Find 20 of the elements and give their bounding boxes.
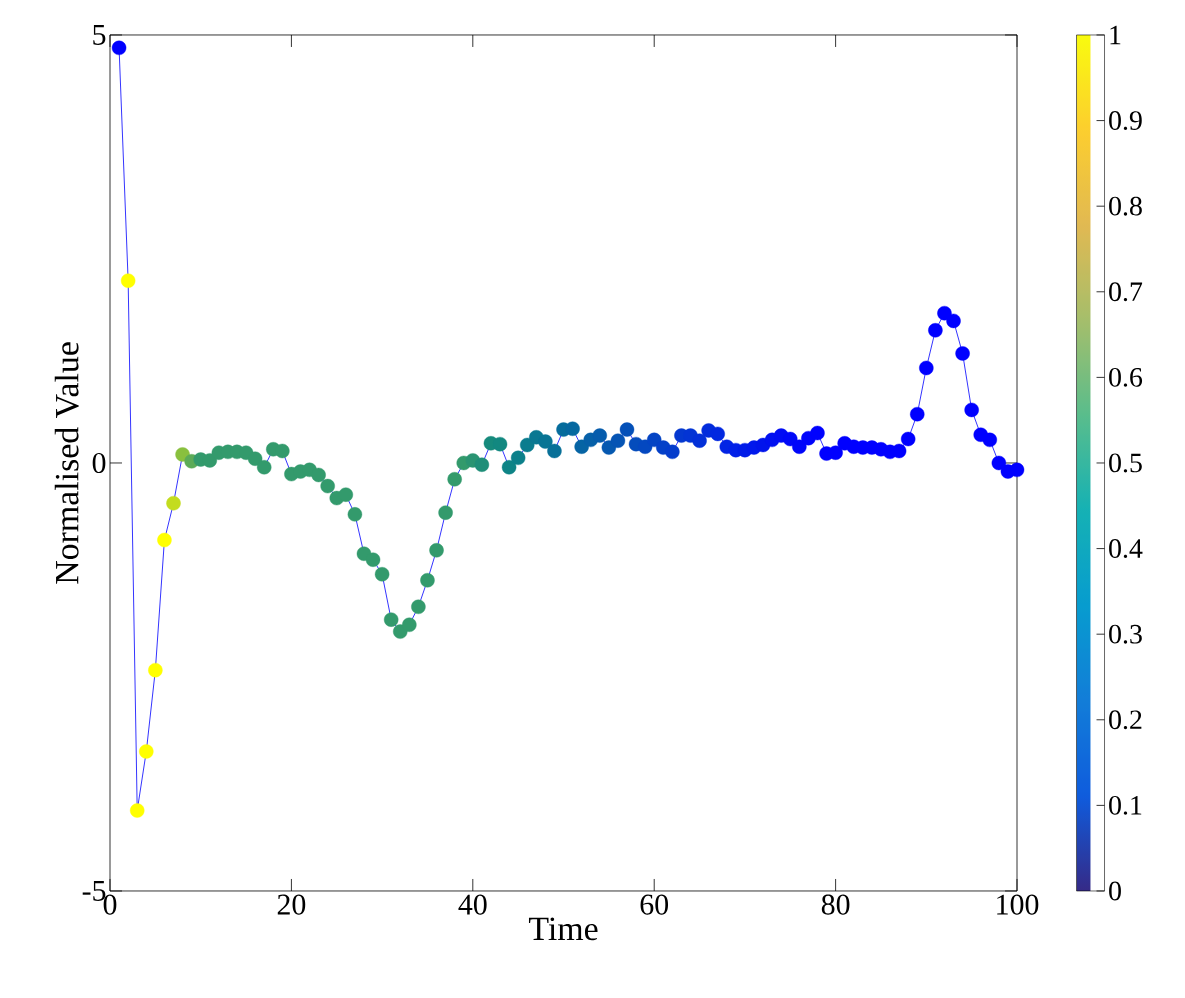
x-tick-label: 60 [640,894,669,915]
color-bar-label: 0.1 [1109,795,1142,815]
x-axis-title: Time [528,917,598,941]
color-bar-label: 0.8 [1109,196,1142,216]
color-bar-label: 0 [1109,881,1121,901]
x-tick-label: 80 [821,894,850,915]
color-bar-label: 0.7 [1109,282,1143,302]
color-bar-label: 0.3 [1109,624,1142,644]
x-tick-label: 40 [458,894,487,915]
x-tick-label: 20 [277,894,306,915]
color-bar-label: 0.4 [1109,539,1143,559]
color-bar-label: 0.9 [1109,111,1142,131]
y-tick-label: 5 [93,25,106,45]
color-bar-label: 0.6 [1109,367,1143,387]
y-tick-label: 0 [92,452,106,474]
y-axis-title: Normalised Value [54,342,79,584]
color-bar-label: 0.5 [1109,453,1142,473]
color-bar-label: 1 [1110,25,1121,45]
color-bar-label: 0.2 [1109,710,1142,730]
x-tick-label: 100 [997,894,1039,915]
